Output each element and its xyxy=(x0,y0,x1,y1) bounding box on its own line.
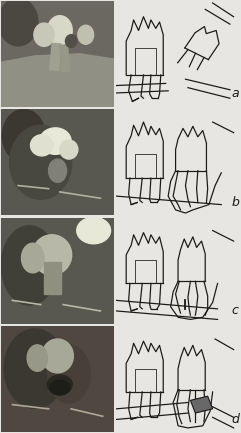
Ellipse shape xyxy=(42,339,73,373)
Ellipse shape xyxy=(0,0,38,46)
Ellipse shape xyxy=(32,235,72,275)
Ellipse shape xyxy=(1,226,58,305)
Ellipse shape xyxy=(34,23,54,46)
Ellipse shape xyxy=(66,35,77,48)
Polygon shape xyxy=(190,396,213,413)
Bar xyxy=(50,43,61,71)
Text: d: d xyxy=(231,413,239,426)
Bar xyxy=(44,262,61,294)
Ellipse shape xyxy=(40,128,71,154)
Ellipse shape xyxy=(60,140,78,159)
Ellipse shape xyxy=(31,135,53,156)
Ellipse shape xyxy=(47,375,72,394)
Ellipse shape xyxy=(78,25,94,44)
Ellipse shape xyxy=(4,329,66,408)
Ellipse shape xyxy=(77,217,111,244)
Ellipse shape xyxy=(10,125,72,199)
Polygon shape xyxy=(1,54,114,107)
Ellipse shape xyxy=(21,243,44,273)
Text: c: c xyxy=(231,304,238,317)
Ellipse shape xyxy=(50,380,70,395)
Bar xyxy=(60,45,70,72)
Ellipse shape xyxy=(47,345,90,403)
Ellipse shape xyxy=(2,110,45,162)
Ellipse shape xyxy=(48,159,67,182)
Text: a: a xyxy=(231,87,239,100)
Text: b: b xyxy=(231,196,239,209)
Ellipse shape xyxy=(27,345,47,371)
Ellipse shape xyxy=(47,16,72,45)
